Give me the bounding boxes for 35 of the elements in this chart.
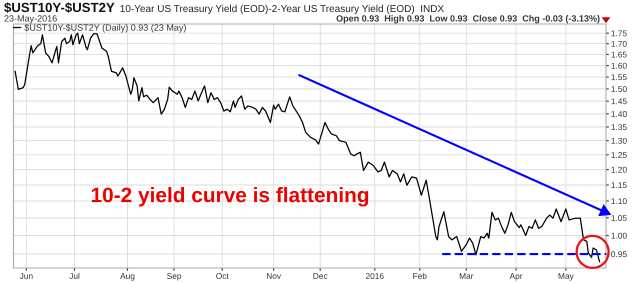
y-tick-label: 1.35 bbox=[611, 124, 627, 130]
y-tick-label: 1.65 bbox=[611, 52, 627, 58]
y-tick-label: 1.25 bbox=[611, 152, 627, 158]
x-tick-label: Aug bbox=[120, 273, 134, 281]
x-tick-label: Oct bbox=[216, 273, 229, 279]
chart-title: $UST10Y-$UST2Y bbox=[4, 2, 115, 13]
x-tick-label: Jun bbox=[20, 273, 33, 279]
y-tick-label: 0.95 bbox=[611, 251, 627, 258]
y-tick-label: 1.10 bbox=[611, 198, 627, 204]
x-tick-label: Jul bbox=[69, 272, 80, 279]
y-tick-label: 1.60 bbox=[611, 62, 627, 69]
y-tick-label: 1.30 bbox=[611, 138, 627, 144]
y-tick-label: 1.05 bbox=[611, 215, 627, 221]
y-tick-label: 1.40 bbox=[611, 111, 627, 117]
x-tick-label: Dec bbox=[313, 273, 328, 279]
x-tick-label: Sep bbox=[167, 273, 182, 281]
y-tick-label: 1.00 bbox=[611, 232, 627, 239]
x-tick-label: Nov bbox=[266, 273, 282, 279]
legend-label: $UST10Y-$UST2Y (Daily) 0.93 (23 May) bbox=[24, 24, 186, 33]
x-tick-label: Apr bbox=[510, 273, 522, 281]
chart-subtitle: 10-Year US Treasury Yield (EOD)-2-Year US Treasury Yield (EOD) INDX bbox=[120, 4, 444, 14]
y-tick-label: 1.70 bbox=[611, 40, 627, 47]
annotation: 10-2 yield curve is flattening bbox=[92, 187, 368, 207]
y-tick-label: 1.20 bbox=[611, 166, 627, 173]
y-tick-label: 1.45 bbox=[611, 98, 627, 104]
y-tick-label: 1.15 bbox=[611, 182, 627, 188]
x-tick-label: Feb bbox=[413, 272, 427, 279]
x-tick-label: 2016 bbox=[366, 273, 384, 279]
y-tick-label: 1.50 bbox=[611, 86, 627, 92]
text: Open 0.93 High 0.93 Low 0.93 Close 0.93 Chg -0.03 (-3.13%) bbox=[336, 14, 600, 24]
x-tick-label: May bbox=[558, 273, 574, 281]
y-tick-label: 1.75 bbox=[611, 30, 627, 36]
text: 23-May-2016 bbox=[4, 15, 57, 24]
y-tick-label: 1.55 bbox=[611, 74, 627, 80]
x-tick-label: Mar bbox=[460, 273, 474, 279]
